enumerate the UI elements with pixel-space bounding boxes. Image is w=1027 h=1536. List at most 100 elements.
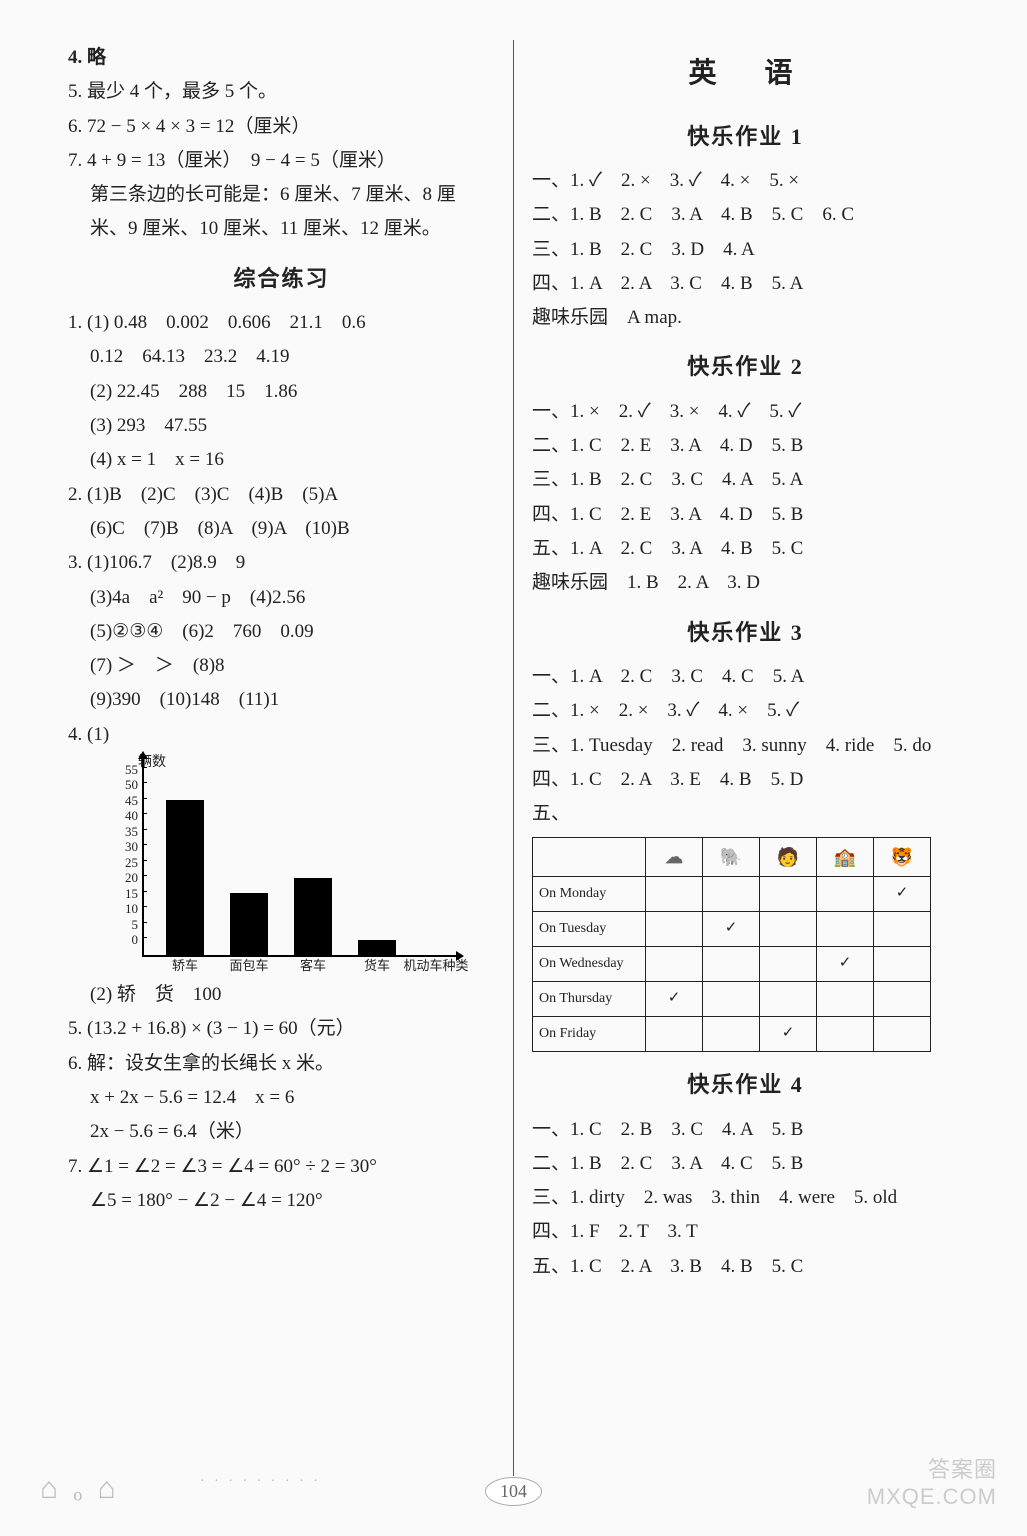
q5: 5. (13.2 + 16.8) × (3 − 1) = 60（元）	[68, 1013, 495, 1045]
q6-line3: 2x − 5.6 = 6.4（米）	[68, 1116, 495, 1148]
answer-line: 趣味乐园 1. B 2. A 3. D	[532, 567, 959, 599]
table-cell	[703, 947, 760, 982]
hw3-block: 一、1. A 2. C 3. C 4. C 5. A二、1. × 2. × 3.…	[532, 661, 959, 830]
table-cell	[817, 912, 874, 947]
chart-tickline	[142, 798, 147, 799]
table-cell	[703, 877, 760, 912]
table-cell	[703, 1017, 760, 1052]
chart-y-axis	[142, 757, 144, 957]
table-row-label: On Friday	[533, 1017, 646, 1052]
table-icon-header: ☁	[646, 837, 703, 877]
english-title: 英 语	[532, 50, 959, 98]
table-icon-header: 🏫	[817, 837, 874, 877]
table-cell: ✓	[760, 1017, 817, 1052]
answer-line: 四、1. A 2. A 3. C 4. B 5. A	[532, 268, 959, 300]
q6-line2: x + 2x − 5.6 = 12.4 x = 6	[68, 1082, 495, 1114]
answer-line: 四、1. F 2. T 3. T	[532, 1216, 959, 1248]
table-row-label: On Tuesday	[533, 912, 646, 947]
watermark-line2: MXQE.COM	[867, 1484, 997, 1510]
table-row: On Wednesday ✓	[533, 947, 931, 982]
answer-line: 四、1. C 2. A 3. E 4. B 5. D	[532, 764, 959, 796]
table-row-label: On Monday	[533, 877, 646, 912]
chart-tickline	[142, 860, 147, 861]
chart-ytick: 55	[112, 759, 138, 781]
hw1-block: 一、1. ✓ 2. × 3. ✓ 4. × 5. ×二、1. B 2. C 3.…	[532, 165, 959, 334]
q1-line2: 0.12 64.13 23.2 4.19	[68, 341, 495, 373]
answer-line: 二、1. B 2. C 3. A 4. B 5. C 6. C	[532, 199, 959, 231]
q4-label: 4. (1)	[68, 719, 495, 751]
table-cell	[874, 912, 931, 947]
answer-line: 一、1. A 2. C 3. C 4. C 5. A	[532, 661, 959, 693]
table-row-label: On Thursday	[533, 982, 646, 1017]
answer-line: 二、1. × 2. × 3. ✓ 4. × 5. ✓	[532, 695, 959, 727]
table-cell	[817, 877, 874, 912]
answer-line: 二、1. B 2. C 3. A 4. C 5. B	[532, 1148, 959, 1180]
q3-line3: (5)②③④ (6)2 760 0.09	[68, 616, 495, 648]
answer-line: 四、1. C 2. E 3. A 4. D 5. B	[532, 499, 959, 531]
page-number-text: 104	[485, 1477, 542, 1506]
q4-2: (2) 轿 货 100	[68, 979, 495, 1011]
table-cell	[646, 877, 703, 912]
table-cell	[817, 982, 874, 1017]
hw1-title: 快乐作业 1	[532, 118, 959, 155]
item-7-line3: 米、9 厘米、10 厘米、11 厘米、12 厘米。	[68, 213, 495, 245]
table-cell: ✓	[703, 912, 760, 947]
answer-line: 趣味乐园 A map.	[532, 302, 959, 334]
chart-tickline	[142, 937, 147, 938]
answer-line: 三、1. Tuesday 2. read 3. sunny 4. ride 5.…	[532, 730, 959, 762]
q2-line2: (6)C (7)B (8)A (9)A (10)B	[68, 513, 495, 545]
chart-tickline	[142, 767, 147, 768]
chart-x-title: 机动车种类	[396, 955, 476, 977]
hw4-block: 一、1. C 2. B 3. C 4. A 5. B二、1. B 2. C 3.…	[532, 1114, 959, 1283]
table-cell	[760, 877, 817, 912]
table-cell: ✓	[646, 982, 703, 1017]
chart-tickline	[142, 829, 147, 830]
chart-bar	[294, 878, 332, 956]
chart-xlabel: 面包车	[222, 955, 276, 977]
q1-line1: 1. (1) 0.48 0.002 0.606 21.1 0.6	[68, 307, 495, 339]
table-icon-header: 🧑	[760, 837, 817, 877]
right-column: 英 语 快乐作业 1 一、1. ✓ 2. × 3. ✓ 4. × 5. ×二、1…	[514, 40, 977, 1476]
q3-line2: (3)4a a² 90 − p (4)2.56	[68, 582, 495, 614]
table-cell	[760, 982, 817, 1017]
table-cell	[760, 947, 817, 982]
table-icon-header: 🐯	[874, 837, 931, 877]
table-cell	[874, 982, 931, 1017]
table-cell	[646, 947, 703, 982]
answer-line: 三、1. dirty 2. was 3. thin 4. were 5. old	[532, 1182, 959, 1214]
chart-tickline	[142, 844, 147, 845]
item-7-line2: 第三条边的长可能是：6 厘米、7 厘米、8 厘	[68, 179, 495, 211]
q1-line4: (3) 293 47.55	[68, 410, 495, 442]
chart-tickline	[142, 906, 147, 907]
table-cell: ✓	[874, 877, 931, 912]
chart-tickline	[142, 782, 147, 783]
table-cell: ✓	[817, 947, 874, 982]
chart-tickline	[142, 813, 147, 814]
section-title-zhlx: 综合练习	[68, 260, 495, 297]
answer-line: 一、1. × 2. ✓ 3. × 4. ✓ 5. ✓	[532, 396, 959, 428]
table-row-label: On Wednesday	[533, 947, 646, 982]
hw4-title: 快乐作业 4	[532, 1066, 959, 1103]
table-cell	[874, 947, 931, 982]
table-cell	[760, 912, 817, 947]
table-row: On Friday ✓	[533, 1017, 931, 1052]
table-cell	[646, 1017, 703, 1052]
hw2-title: 快乐作业 2	[532, 348, 959, 385]
answer-line: 三、1. B 2. C 3. D 4. A	[532, 234, 959, 266]
table-icon-header: 🐘	[703, 837, 760, 877]
left-column: 4. 略 5. 最少 4 个，最多 5 个。 6. 72 − 5 × 4 × 3…	[50, 40, 514, 1476]
table-cell	[817, 1017, 874, 1052]
watermark-line1: 答案圈	[867, 1452, 997, 1484]
bar-chart: 辆数 0510152025303540455055轿车面包车客车货车机动车种类	[118, 757, 458, 977]
q1-line5: (4) x = 1 x = 16	[68, 444, 495, 476]
table-row: On Thursday✓	[533, 982, 931, 1017]
chart-tickline	[142, 891, 147, 892]
q3-line4: (7) ＞ ＞ (8)8	[68, 650, 495, 682]
schedule-table: ☁🐘🧑🏫🐯On Monday✓On Tuesday✓On Wednesday✓O…	[532, 837, 931, 1053]
q3-line1: 3. (1)106.7 (2)8.9 9	[68, 547, 495, 579]
table-row: On Monday ✓	[533, 877, 931, 912]
chart-bar	[230, 893, 268, 955]
q7-line1: 7. ∠1 = ∠2 = ∠3 = ∠4 = 60° ÷ 2 = 30°	[68, 1151, 495, 1183]
answer-line: 一、1. ✓ 2. × 3. ✓ 4. × 5. ×	[532, 165, 959, 197]
q7-line2: ∠5 = 180° − ∠2 − ∠4 = 120°	[68, 1185, 495, 1217]
